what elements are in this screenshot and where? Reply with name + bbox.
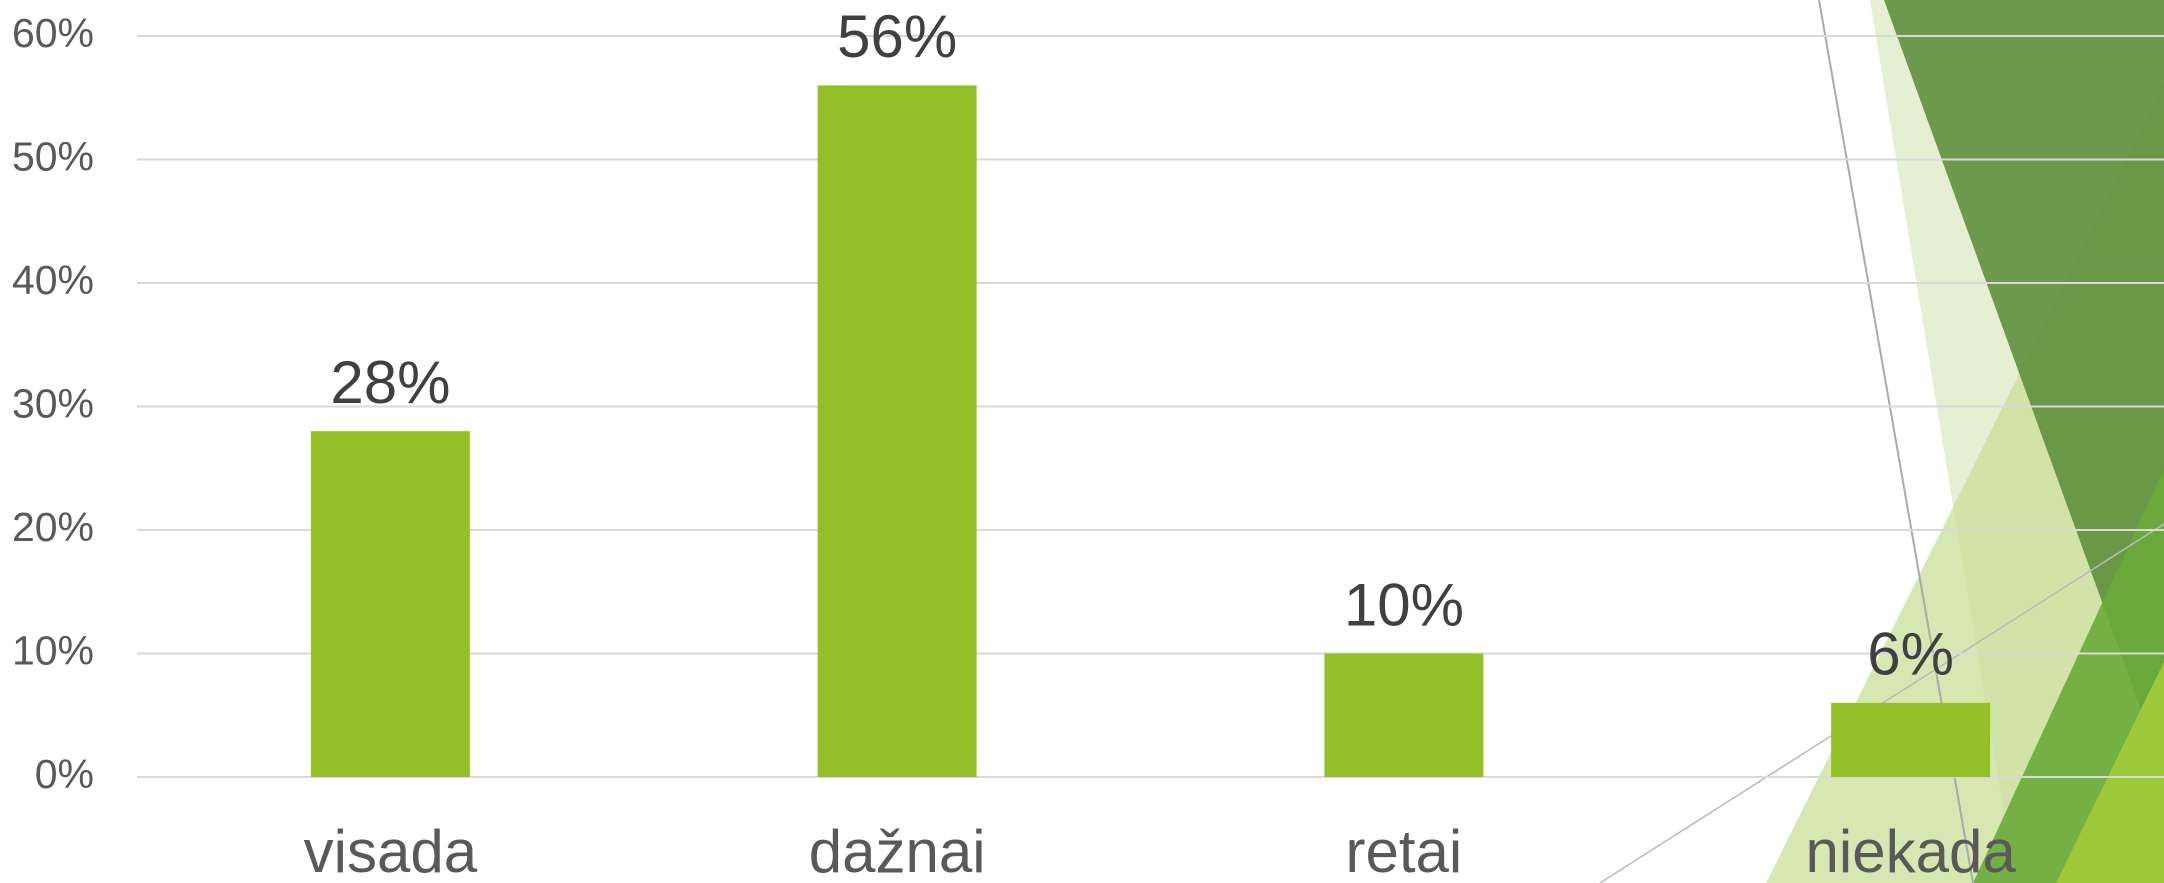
chart: 0% 10% 20% 30% 40% 50% 60% 28% visada 56% dažnai 10… [0, 0, 2164, 883]
y-tick-label: 10% [12, 627, 94, 673]
value-label: 28% [330, 349, 450, 416]
y-tick-label: 30% [12, 380, 94, 426]
x-tick-label: niekada [1806, 818, 2017, 883]
x-tick-label: retai [1346, 818, 1463, 883]
bar [1831, 703, 1990, 777]
x-tick-label: dažnai [809, 818, 986, 883]
y-tick-label: 40% [12, 257, 94, 303]
bar [311, 431, 470, 777]
bar [818, 85, 977, 777]
y-tick-label: 20% [12, 504, 94, 550]
page: {"chart_data": {"type": "bar", "categori… [0, 0, 2164, 883]
value-label: 10% [1344, 571, 1464, 638]
value-label: 6% [1867, 621, 1954, 688]
y-tick-label: 0% [35, 751, 94, 797]
bar [1324, 654, 1483, 778]
x-tick-label: visada [304, 818, 478, 883]
y-tick-label: 60% [12, 10, 94, 56]
y-tick-label: 50% [12, 133, 94, 179]
value-label: 56% [837, 3, 957, 70]
